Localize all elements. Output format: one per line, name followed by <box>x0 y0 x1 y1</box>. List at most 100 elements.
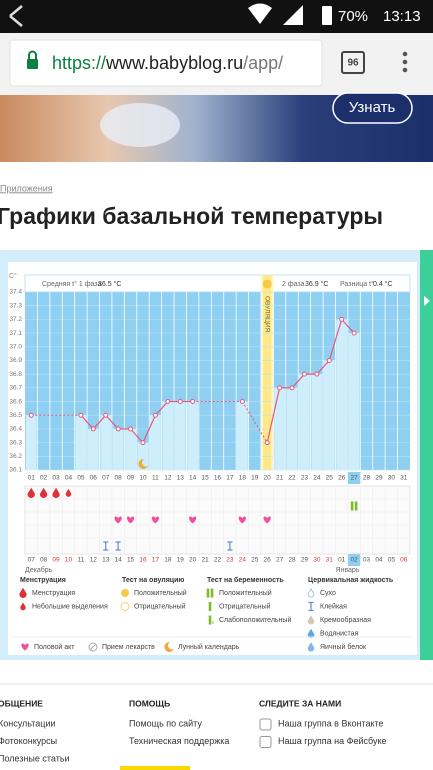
footer-link[interactable]: Фотоконкурсы <box>0 736 57 746</box>
y-tick-label: 37.2 <box>9 316 22 323</box>
footer: ОБЩЕНИЕ Консультации Фотоконкурсы Полезные … <box>0 698 387 763</box>
temperature-bar <box>112 428 124 470</box>
legend-label: Сухо <box>320 590 336 597</box>
banner-button-text: Узнать <box>349 99 396 116</box>
widget-scroll[interactable] <box>420 250 433 660</box>
wifi-icon <box>248 3 272 24</box>
x-tick-label: 26 <box>338 475 346 482</box>
date-label: 23 <box>226 557 234 564</box>
footer-link[interactable]: Помощь по сайту <box>129 718 202 728</box>
date-label: 09 <box>52 557 60 564</box>
temperature-bar <box>323 360 335 470</box>
x-tick-label: 12 <box>164 475 172 482</box>
chart-header-text: Разница t° <box>340 280 374 288</box>
intercourse-icon <box>21 643 29 651</box>
social-icon <box>259 718 272 731</box>
x-tick-label: 01 <box>28 475 36 482</box>
url-scheme: https:// <box>52 53 106 73</box>
date-label: 15 <box>127 557 135 564</box>
lock-icon <box>27 59 38 69</box>
clock: 13:13 <box>383 8 421 25</box>
date-label: 25 <box>251 557 259 564</box>
menu-dot <box>402 67 408 73</box>
cervical-sticky-icon <box>103 541 109 551</box>
date-label: 17 <box>152 557 160 564</box>
y-tick-label: 36.9 <box>9 357 22 364</box>
y-tick-label: 36.6 <box>9 398 22 405</box>
pregnancy-positive-icon <box>206 588 210 598</box>
legend-label: Лунный календарь <box>178 643 240 651</box>
breadcrumb[interactable]: Приложения <box>0 183 53 193</box>
temperature-bar <box>100 415 112 470</box>
x-tick-label: 24 <box>313 475 321 482</box>
x-tick-label: 10 <box>139 475 147 482</box>
temperature-bar <box>25 415 37 470</box>
date-label: 02 <box>350 557 358 564</box>
cervical-sticky-icon <box>227 541 233 551</box>
footer-heading: ОБЩЕНИЕ <box>0 698 43 708</box>
x-tick-label: 28 <box>363 475 371 482</box>
url-path: /app/ <box>243 53 283 73</box>
x-tick-label: 04 <box>65 475 73 482</box>
date-label: 30 <box>313 557 321 564</box>
date-label: 13 <box>102 557 110 564</box>
temperature-point <box>128 426 134 432</box>
footer-link[interactable]: Наша группа на Фейсбуке <box>278 736 387 746</box>
banner-button[interactable] <box>332 92 413 124</box>
y-tick-label: 37.3 <box>9 302 22 309</box>
date-label: 14 <box>115 557 123 564</box>
legend-label: Клейкая <box>320 602 347 610</box>
temperature-bar <box>311 374 323 470</box>
footer-link[interactable]: Наша группа в Вконтакте <box>278 718 384 728</box>
date-label: 04 <box>375 557 383 564</box>
date-label: 10 <box>65 557 73 564</box>
medicine-icon <box>89 643 97 651</box>
legend-title: Менструация <box>20 577 66 584</box>
temperature-bar <box>125 428 136 470</box>
cervical-dry-icon <box>307 588 315 598</box>
x-tick-label: 02 <box>40 475 48 482</box>
footer-link[interactable]: Техническая поддержка <box>129 736 229 746</box>
date-label: 16 <box>139 557 147 564</box>
tabs-button[interactable] <box>341 51 365 74</box>
url-box[interactable] <box>9 39 323 87</box>
x-tick-label: 07 <box>102 475 110 482</box>
x-tick-label: 20 <box>264 475 272 482</box>
temperature-bar <box>162 401 174 470</box>
intercourse-icon <box>263 516 271 524</box>
temperature-point <box>264 440 270 446</box>
legend-label: Небольшие выделения <box>32 602 108 610</box>
legend-label: Положительный <box>219 589 272 597</box>
date-label: 21 <box>201 557 209 564</box>
date-label: 06 <box>400 557 408 564</box>
x-tick-label: 06 <box>90 475 98 482</box>
date-label: 05 <box>388 557 396 564</box>
chart-header-text: 36.9 °C <box>305 280 328 288</box>
date-label: 03 <box>363 557 371 564</box>
intercourse-icon <box>151 516 160 524</box>
pregnancy-weak-icon <box>208 615 212 625</box>
footer-link[interactable]: Полезные статьи <box>0 753 70 763</box>
y-tick-label: 36.2 <box>9 453 22 460</box>
footer-link[interactable]: Консультации <box>0 718 56 728</box>
highlight-day <box>347 472 361 484</box>
temperature-point <box>351 330 357 336</box>
cervical-sticky-icon <box>115 541 121 551</box>
x-tick-label: 09 <box>127 475 135 482</box>
temperature-bar <box>187 401 199 470</box>
date-label: 08 <box>40 557 48 564</box>
battery-icon <box>322 6 332 25</box>
y-tick-label: 36.3 <box>9 439 22 446</box>
date-label: 01 <box>338 557 346 564</box>
x-tick-label: 31 <box>400 475 408 482</box>
temperature-point <box>28 412 34 418</box>
social-icon <box>259 736 272 748</box>
moon-icon <box>164 641 174 652</box>
menu-dot[interactable] <box>402 51 408 57</box>
y-unit: C° <box>9 272 17 280</box>
temperature-bar <box>149 415 161 470</box>
temperature-bar <box>348 333 360 470</box>
temperature-point <box>103 412 109 418</box>
